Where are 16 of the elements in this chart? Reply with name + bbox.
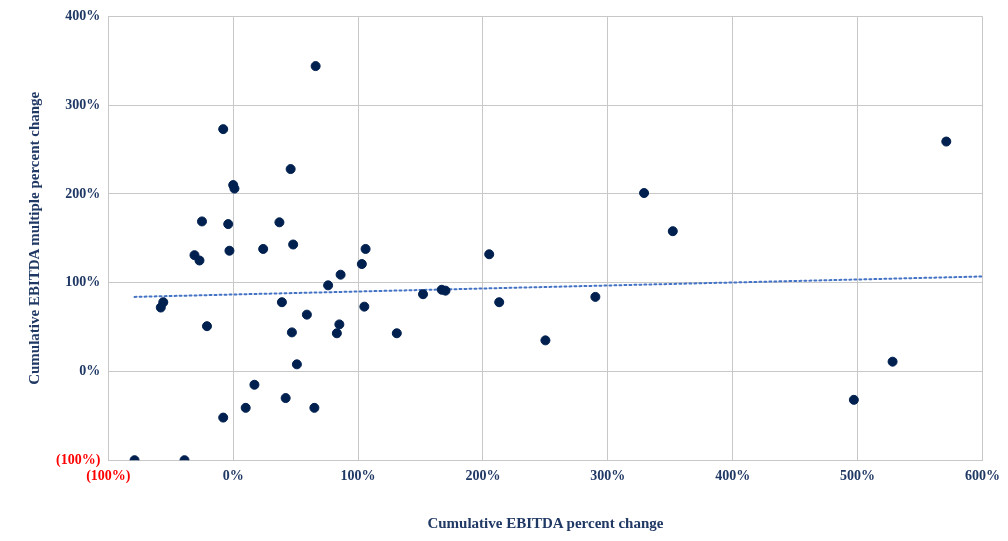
y-tick-label: 300% — [65, 96, 101, 112]
x-axis-title: Cumulative EBITDA percent change — [427, 514, 664, 531]
y-tick-label: (100%) — [56, 451, 101, 468]
x-tick-label: 200% — [465, 468, 501, 484]
x-tick-label: 400% — [715, 468, 751, 484]
y-tick-label: 200% — [65, 185, 101, 201]
y-tick-label: 400% — [65, 8, 101, 24]
x-tick-label: (100%) — [86, 468, 131, 485]
x-tick-label: 0% — [222, 468, 244, 484]
x-tick-label: 500% — [840, 468, 876, 484]
y-tick-label: 100% — [65, 274, 101, 290]
y-tick-label: 0% — [79, 363, 101, 379]
x-tick-label: 600% — [965, 468, 1000, 484]
x-tick-label: 100% — [340, 468, 376, 484]
x-tick-label: 300% — [590, 468, 626, 484]
y-axis-title: Cumulative EBITDA multiple percent change — [25, 91, 42, 385]
